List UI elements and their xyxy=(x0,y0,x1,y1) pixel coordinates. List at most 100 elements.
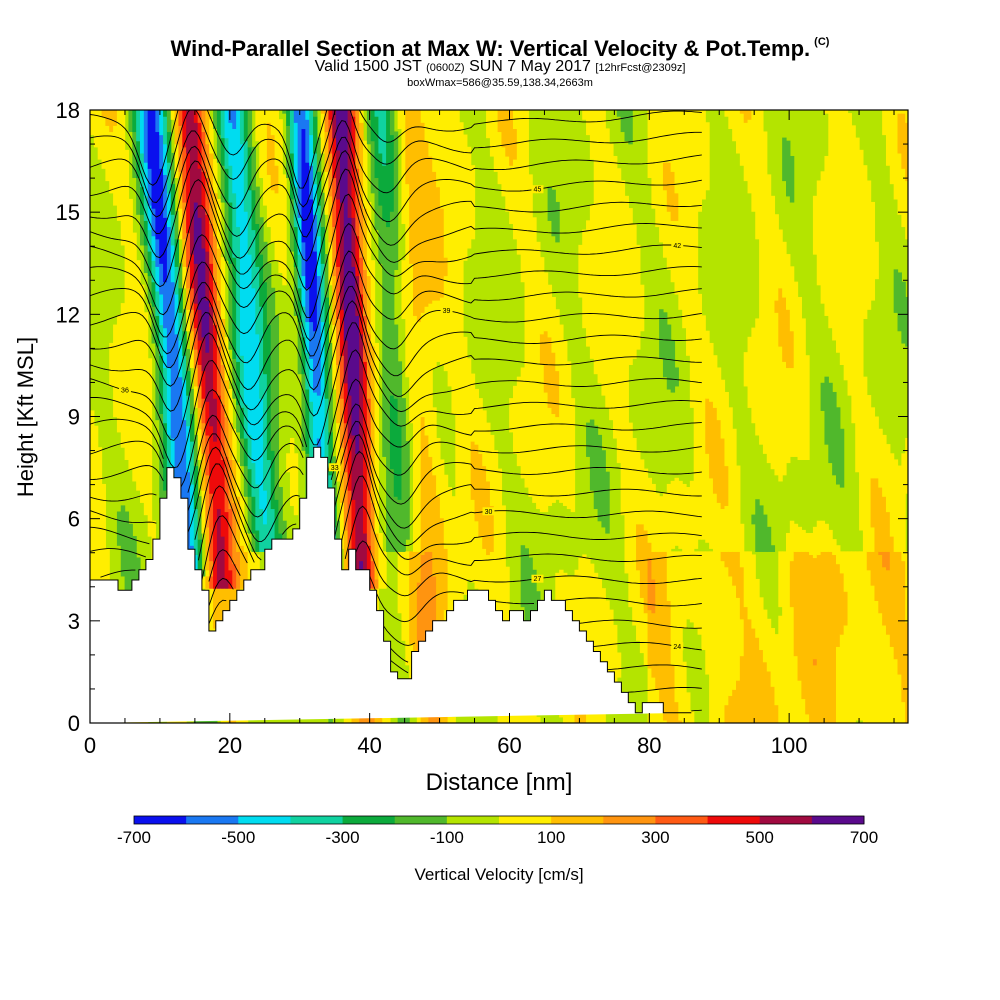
velocity-cell xyxy=(236,110,241,228)
velocity-cell xyxy=(189,287,195,310)
velocity-cell xyxy=(155,290,160,316)
velocity-cell xyxy=(443,110,449,258)
velocity-cell xyxy=(213,588,218,629)
velocity-cell xyxy=(532,569,537,651)
velocity-cell xyxy=(728,551,733,577)
velocity-cell xyxy=(128,198,133,470)
velocity-cell xyxy=(593,110,599,375)
velocity-cell xyxy=(374,578,379,589)
velocity-cell xyxy=(455,110,460,638)
velocity-cell xyxy=(755,637,760,723)
velocity-cell xyxy=(820,171,826,304)
velocity-cell xyxy=(355,453,360,589)
colorbar-swatch xyxy=(551,816,604,824)
velocity-cell xyxy=(689,480,695,623)
velocity-cell xyxy=(662,110,668,163)
velocity-cell xyxy=(274,192,280,261)
velocity-cell xyxy=(266,110,272,123)
velocity-cell xyxy=(486,554,491,617)
velocity-cell xyxy=(136,110,141,142)
velocity-cell xyxy=(486,110,491,139)
velocity-cell xyxy=(359,257,364,295)
velocity-cell xyxy=(662,189,668,258)
velocity-cell xyxy=(670,551,676,666)
velocity-cell xyxy=(370,502,376,562)
velocity-cell xyxy=(551,296,556,353)
velocity-cell xyxy=(228,201,233,264)
contour-label: 42 xyxy=(673,243,681,250)
velocity-cell xyxy=(536,241,541,510)
velocity-cell xyxy=(509,110,514,166)
velocity-cell xyxy=(670,339,676,393)
velocity-cell xyxy=(666,324,672,390)
velocity-cell xyxy=(670,220,676,283)
velocity-cell xyxy=(320,321,326,464)
velocity-cell xyxy=(382,165,387,221)
velocity-cell xyxy=(901,453,906,562)
velocity-cell xyxy=(182,309,187,332)
velocity-cell xyxy=(482,410,487,467)
velocity-cell xyxy=(701,110,706,200)
velocity-cell xyxy=(605,471,610,534)
velocity-cell xyxy=(189,441,195,485)
velocity-cell xyxy=(651,483,656,552)
velocity-cell xyxy=(501,146,506,197)
colorbar-swatch xyxy=(290,816,344,824)
velocity-cell xyxy=(905,296,908,347)
velocity-cell xyxy=(193,263,199,304)
velocity-cell xyxy=(905,180,908,240)
velocity-cell xyxy=(820,551,826,723)
velocity-cell xyxy=(170,214,176,246)
velocity-cell xyxy=(343,110,349,341)
velocity-cell xyxy=(328,241,333,286)
velocity-cell xyxy=(851,551,856,723)
velocity-cell xyxy=(209,306,214,427)
velocity-cell xyxy=(812,195,818,255)
velocity-cell xyxy=(882,551,887,568)
velocity-cell xyxy=(182,110,187,148)
velocity-cell xyxy=(897,465,902,552)
velocity-cell xyxy=(209,425,214,494)
velocity-cell xyxy=(224,578,230,589)
velocity-cell xyxy=(147,250,153,277)
velocity-cell xyxy=(178,263,183,289)
velocity-cell xyxy=(601,588,606,723)
velocity-cell xyxy=(220,165,226,203)
velocity-cell xyxy=(497,710,503,723)
velocity-cell xyxy=(155,266,160,292)
velocity-cell xyxy=(163,174,168,218)
velocity-cell xyxy=(224,379,230,418)
velocity-cell xyxy=(147,205,153,231)
velocity-cell xyxy=(170,110,176,120)
velocity-cell xyxy=(893,658,899,723)
velocity-cell xyxy=(197,309,203,341)
velocity-cell xyxy=(316,275,322,396)
velocity-cell xyxy=(747,336,752,408)
velocity-cell xyxy=(120,110,126,246)
velocity-cell xyxy=(885,551,891,571)
y-tick-label: 0 xyxy=(68,711,80,736)
velocity-cell xyxy=(324,254,330,298)
velocity-cell xyxy=(270,508,276,552)
velocity-cell xyxy=(885,569,891,635)
velocity-cell xyxy=(93,110,99,148)
velocity-cell xyxy=(374,177,379,231)
velocity-cell xyxy=(101,483,106,620)
velocity-cell xyxy=(363,532,368,580)
velocity-cell xyxy=(782,551,787,723)
velocity-cell xyxy=(163,367,168,424)
velocity-cell xyxy=(193,122,199,203)
velocity-cell xyxy=(755,318,760,436)
velocity-cell xyxy=(509,165,514,225)
velocity-cell xyxy=(436,496,441,681)
velocity-cell xyxy=(424,434,429,552)
velocity-cell xyxy=(586,220,591,347)
velocity-cell xyxy=(239,110,245,145)
velocity-cell xyxy=(839,572,845,635)
velocity-cell xyxy=(182,355,187,381)
velocity-cell xyxy=(393,131,399,270)
velocity-cell xyxy=(328,110,333,120)
x-tick-label: 20 xyxy=(218,733,242,758)
velocity-cell xyxy=(674,220,679,295)
